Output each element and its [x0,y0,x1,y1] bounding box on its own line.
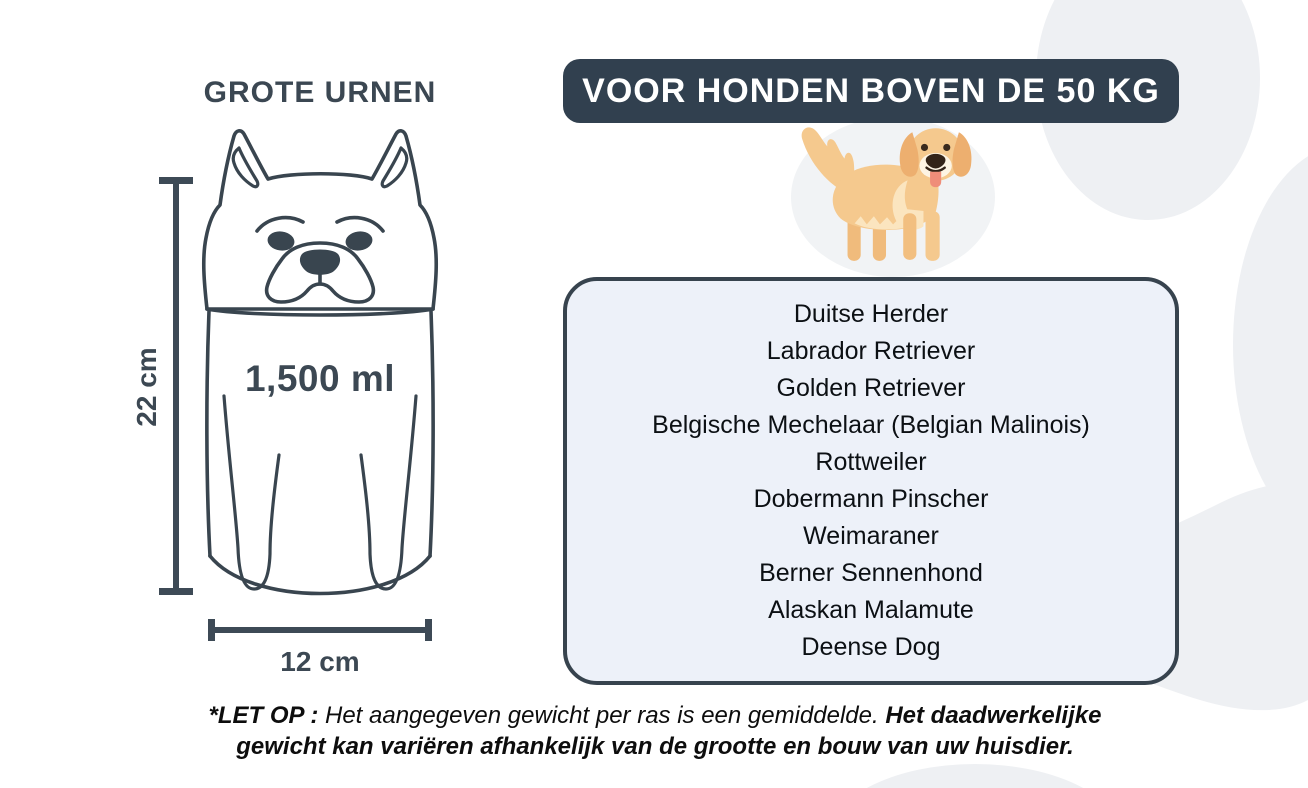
dog-front-leg [903,213,917,260]
urn-inner-ear [231,146,260,189]
urn-width-label: 12 cm [280,646,360,677]
urn-height-label: 22 cm [131,347,162,427]
breed-list-item: Duitse Herder [793,300,949,328]
disclaimer-bold-text: Het daadwerkelijke gewicht kan variëren … [236,702,1102,760]
urn-front-leg [222,394,281,591]
breed-list-item: Golden Retriever [776,374,966,402]
dog-eye [920,143,929,151]
disclaimer-normal-text: Het aangegeven gewicht per ras is een ge… [324,702,879,729]
breed-list-item: Labrador Retriever [766,337,976,365]
breed-list-item: Belgische Mechelaar (Belgian Malinois) [652,411,1090,439]
golden-retriever-illustration [801,127,972,261]
urn-panel-title: GROTE URNEN [203,76,437,109]
height-dimension-cap-top [159,177,193,184]
dog-mouth [925,166,946,173]
urn-eye [267,231,295,251]
dog-ear [899,132,919,177]
paw-toe-shape [866,764,1084,788]
urn-body-side [205,309,212,558]
breed-list-item: Berner Sennenhond [759,559,983,587]
urn-eye [345,231,373,251]
urn-front-leg [359,394,418,591]
dog-eye [943,143,951,151]
breed-list-item: Alaskan Malamute [768,596,974,624]
dog-nose [925,153,946,169]
breed-list-item: Weimaraner [803,522,939,550]
breed-list-item: Dobermann Pinscher [753,485,989,513]
urn-volume-label: 1,500 ml [244,358,396,399]
width-dimension-cap-left [208,619,215,641]
urn-body-bottom [208,554,432,596]
urn-inner-ear [380,146,409,189]
dog-tail [801,127,858,193]
breed-list-item: Deense Dog [801,633,941,661]
dog-front-leg [925,211,940,261]
paw-toe-shape [1233,156,1308,534]
urn-eyebrow [255,215,305,233]
dog-ear [952,132,972,177]
urn-head-outline [201,129,439,311]
height-dimension-cap-bottom [159,588,193,595]
breed-list: Duitse Herder Labrador Retriever Golden Re… [567,296,1175,666]
urn-nose [299,249,341,275]
breed-list-item: Rottweiler [815,448,927,476]
disclaimer-note: *LET OP : Het aangegeven gewicht per ras… [190,700,1120,762]
width-dimension-cap-right [425,619,432,641]
height-dimension-line [173,180,179,592]
breed-list-box: Duitse Herder Labrador Retriever Golden Re… [563,277,1179,685]
dog-urn-line-drawing [201,129,439,596]
disclaimer-prefix: *LET OP : [208,702,319,729]
dog-tongue [930,171,942,188]
weight-class-header: VOOR HONDEN BOVEN DE 50 KG [563,59,1179,123]
width-dimension-line [211,627,429,633]
urn-neck-line [205,307,435,317]
